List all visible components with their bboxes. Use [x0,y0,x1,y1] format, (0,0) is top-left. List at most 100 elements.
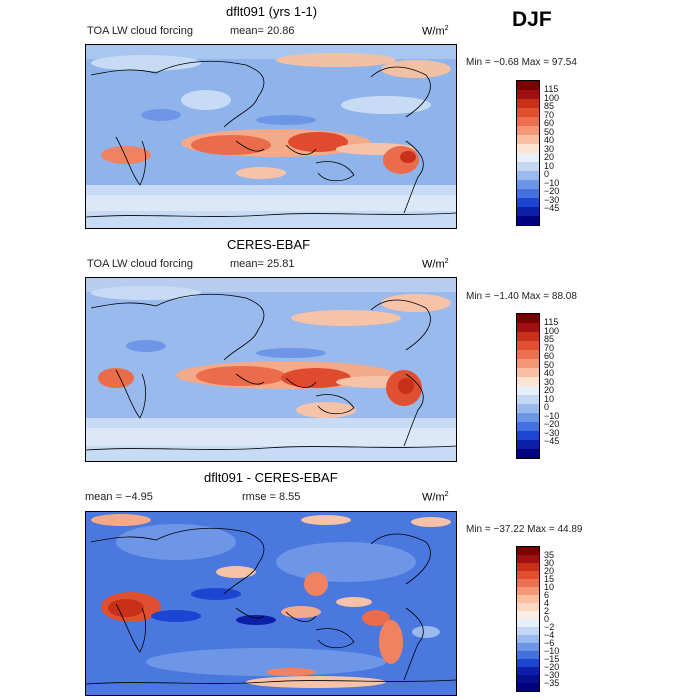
panel-3-colorbar-swatch [517,683,539,691]
colorbar-tick-label: −10 [544,646,560,656]
panel-3-colorbar-swatch [517,619,539,627]
panel-2-colorbar-swatch [517,404,539,413]
panel-2-minmax: Min = −1.40 Max = 88.08 [466,291,577,302]
panel-1-colorbar-swatch [517,162,539,171]
panel-1-colorbar-swatch [517,126,539,135]
panel-1-colorbar-swatch [517,189,539,198]
colorbar-tick-label: 20 [544,152,555,162]
colorbar-tick-label: 50 [544,359,555,370]
panel-1-title: dflt091 (yrs 1-1) [226,4,318,19]
panel-3-colorbar-labels: 35 30 20 15 10 6 4 2 0 −2 −4 −6 −10 −15 … [544,550,560,688]
panel-3-units: W/m2 [422,491,449,504]
panel-1-colorbar-swatch [517,171,539,180]
panel-3-colorbar-swatch [517,611,539,619]
colorbar-tick-label: 40 [544,135,555,145]
colorbar-tick-label: −20 [544,662,560,672]
colorbar-tick-label: 20 [544,566,555,576]
colorbar-tick-label: −20 [544,186,560,196]
panel-2-mean: mean= 25.81 [230,258,295,270]
panel-3-colorbar-swatch [517,667,539,675]
colorbar-tick-label: 30 [544,558,555,568]
panel-2-colorbar-swatch [517,314,539,323]
colorbar-tick-label: 70 [544,109,555,120]
colorbar-tick-label: −45 [544,436,560,446]
colorbar-tick-label: −10 [544,177,560,188]
panel-2-colorbar-labels: 115 100 85 70 60 50 40 30 20 10 0 −10 −2… [544,318,559,446]
colorbar-tick-label: −10 [544,410,560,421]
colorbar-tick-label: 10 [544,582,555,592]
panel-3-colorbar-swatch [517,675,539,683]
panel-1-colorbar-swatch [517,144,539,153]
panel-2-variable: TOA LW cloud forcing [87,258,193,270]
panel-3-colorbar-swatch [517,659,539,667]
panel-2-title: CERES-EBAF [227,237,311,252]
colorbar-tick-label: 115 [544,84,559,94]
colorbar-tick-label: 30 [544,143,555,154]
panel-3-colorbar-swatch [517,627,539,635]
panel-2-colorbar-swatch [517,413,539,422]
colorbar-tick-label: 10 [544,160,555,171]
panel-3-colorbar-swatch [517,547,539,555]
colorbar-tick-label: 20 [544,385,555,395]
colorbar-tick-label: 15 [544,574,555,584]
colorbar-tick-label: 0 [544,402,550,412]
panel-1-colorbar-swatch [517,153,539,162]
colorbar-tick-label: 10 [544,393,555,404]
colorbar-tick-label: −30 [544,427,560,438]
colorbar-tick-label: −30 [544,670,560,680]
colorbar-tick-label: 6 [544,590,550,600]
colorbar-tick-label: −20 [544,419,560,429]
panel-3-colorbar-swatch [517,563,539,571]
panel-1-units: W/m2 [422,25,449,38]
panel-1-colorbar-swatch [517,108,539,117]
colorbar-tick-label: −15 [544,654,560,664]
panel-1-variable: TOA LW cloud forcing [87,25,193,37]
panel-1-colorbar-swatch [517,198,539,207]
colorbar-tick-label: −4 [544,630,555,640]
panel-3-colorbar-swatch [517,651,539,659]
colorbar-tick-label: 85 [544,101,555,111]
colorbar-tick-label: 35 [544,550,555,560]
colorbar-tick-label: 60 [544,351,555,361]
colorbar-tick-label: 100 [544,325,560,336]
panel-2-colorbar-swatch [517,368,539,377]
colorbar-tick-label: −35 [544,678,560,688]
panel-1-map-field [86,45,456,228]
panel-2-colorbar-swatch [517,395,539,404]
panel-2-units: W/m2 [422,258,449,271]
panel-2-colorbar-swatch [517,422,539,431]
panel-1-map [85,44,457,229]
panel-3-title: dflt091 - CERES-EBAF [204,470,338,485]
panel-2-colorbar-swatch [517,350,539,359]
colorbar-tick-label: 70 [544,342,555,353]
panel-3-colorbar-swatch [517,571,539,579]
panel-1-colorbar-swatch [517,90,539,99]
panel-2-colorbar [516,313,540,459]
colorbar-tick-label: 100 [544,92,560,103]
panel-1-colorbar-swatch [517,99,539,108]
panel-1-colorbar-swatch [517,81,539,90]
colorbar-tick-label: 40 [544,368,555,378]
panel-1-colorbar-swatch [517,216,539,225]
panel-1-colorbar-swatch [517,207,539,216]
panel-2-map-field [86,278,456,461]
panel-3-colorbar-swatch [517,603,539,611]
colorbar-tick-label: 4 [544,598,550,608]
colorbar-tick-label: 2 [544,606,550,616]
colorbar-tick-label: 30 [544,376,555,387]
season-label: DJF [512,8,552,31]
panel-3-colorbar-swatch [517,643,539,651]
panel-3-mean: mean = −4.95 [85,491,153,503]
panel-3-colorbar-swatch [517,635,539,643]
panel-3-rmse: rmse = 8.55 [242,491,301,503]
panel-1-colorbar-swatch [517,180,539,189]
panel-2-colorbar-swatch [517,431,539,440]
panel-1-minmax: Min = −0.68 Max = 97.54 [466,57,577,68]
colorbar-tick-label: −30 [544,194,560,205]
panel-2-colorbar-swatch [517,449,539,458]
colorbar-tick-label: 85 [544,334,555,344]
panel-3-colorbar-swatch [517,587,539,595]
panel-3-map [85,511,457,696]
colorbar-tick-label: −45 [544,203,560,213]
colorbar-tick-label: 50 [544,126,555,137]
